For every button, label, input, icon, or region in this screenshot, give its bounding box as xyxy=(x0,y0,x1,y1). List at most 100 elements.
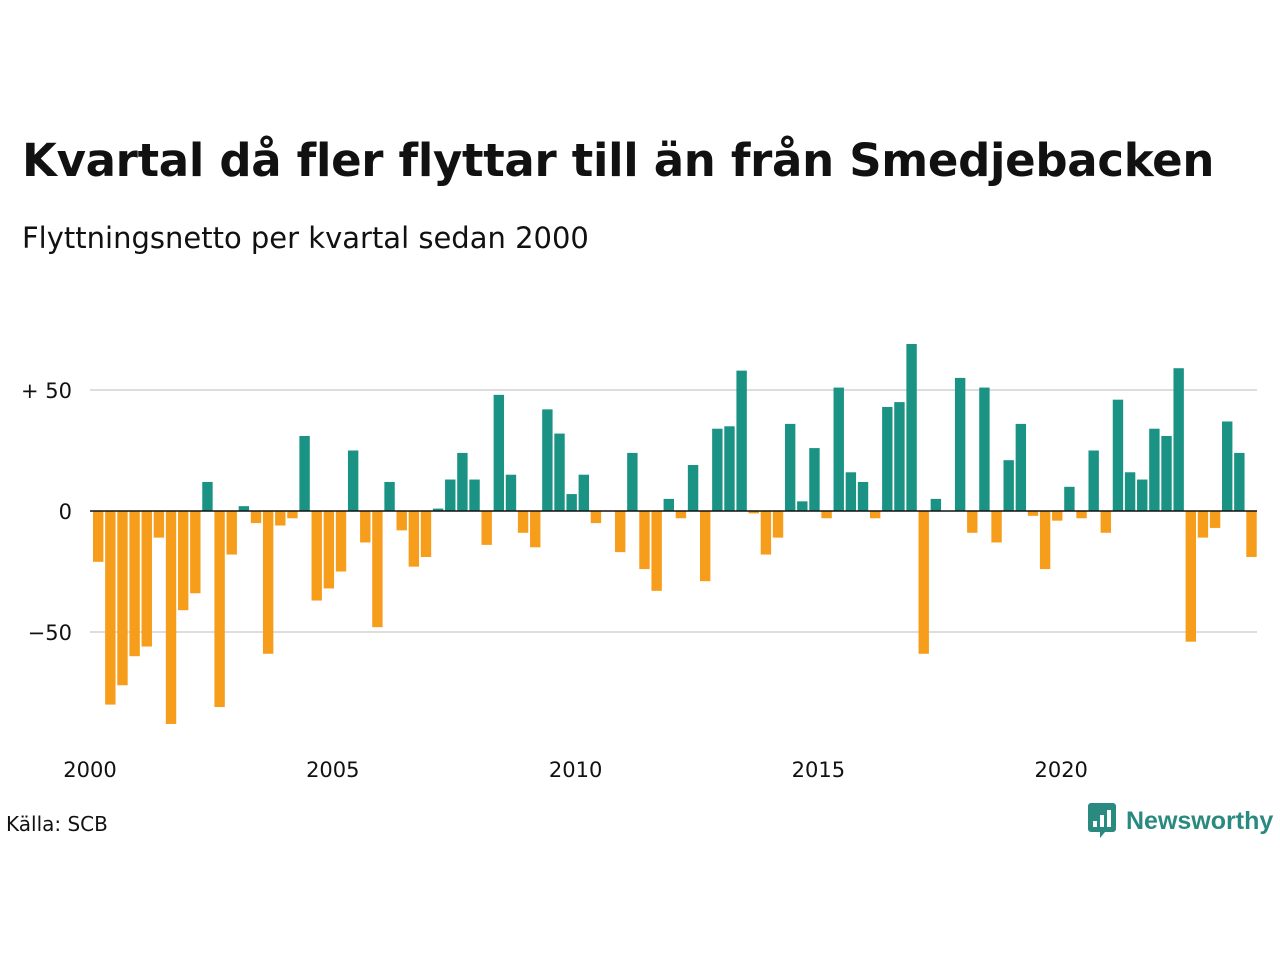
bar xyxy=(262,511,274,654)
bar xyxy=(797,501,808,511)
bar xyxy=(700,511,711,582)
x-axis-labels: 2000 2005 2010 2015 2020 xyxy=(63,758,1088,782)
bar xyxy=(505,474,517,511)
bar xyxy=(748,511,759,514)
bar xyxy=(323,511,335,589)
bar xyxy=(918,511,929,654)
bar xyxy=(772,511,784,538)
bar xyxy=(724,426,735,511)
bar xyxy=(457,452,468,511)
bar xyxy=(250,511,262,524)
bar xyxy=(590,511,602,524)
bar xyxy=(1027,511,1039,516)
bar xyxy=(238,506,250,511)
bar xyxy=(493,394,505,511)
bars xyxy=(93,344,1257,724)
bar xyxy=(578,474,589,511)
x-tick-label: 2005 xyxy=(306,758,359,782)
bar xyxy=(153,511,165,538)
bar xyxy=(736,370,747,511)
bar xyxy=(809,448,820,511)
bar xyxy=(760,511,772,555)
bar xyxy=(882,406,893,511)
bar xyxy=(165,511,177,724)
bar-chart: + 50 0 −50 2000 2005 2010 2015 2020 xyxy=(21,344,1257,782)
bar xyxy=(1124,472,1136,511)
bar xyxy=(1185,511,1196,642)
bar xyxy=(1088,450,1099,511)
bar xyxy=(445,479,456,511)
bar xyxy=(627,452,638,511)
bar xyxy=(845,472,857,511)
y-axis-labels: + 50 0 −50 xyxy=(21,379,72,645)
bar xyxy=(530,511,541,548)
x-tick-label: 2000 xyxy=(63,758,116,782)
bar xyxy=(226,511,237,555)
bar xyxy=(311,511,322,601)
y-tick-label: + 50 xyxy=(21,379,72,403)
grid-lines xyxy=(90,389,1257,633)
bar xyxy=(1222,421,1233,511)
bar xyxy=(420,511,432,557)
y-tick-label: 0 xyxy=(59,500,72,524)
bar xyxy=(408,511,420,567)
bar xyxy=(177,511,189,611)
bar xyxy=(1197,511,1209,538)
bar xyxy=(117,511,128,686)
bar xyxy=(1100,511,1112,533)
bar xyxy=(930,498,942,511)
bar xyxy=(1052,511,1063,521)
bar xyxy=(1112,399,1124,511)
bar xyxy=(372,511,383,628)
bar xyxy=(687,465,699,511)
bar xyxy=(93,511,104,562)
bar xyxy=(991,511,1002,543)
bar xyxy=(1234,452,1245,511)
bar xyxy=(857,481,869,511)
bar xyxy=(615,511,626,553)
bar xyxy=(1209,511,1221,528)
x-tick-label: 2010 xyxy=(549,758,602,782)
source-note: Källa: SCB xyxy=(6,812,108,836)
bar xyxy=(299,435,310,511)
bar xyxy=(651,511,662,591)
bar xyxy=(1161,435,1172,511)
bar xyxy=(347,450,359,511)
bar xyxy=(554,433,565,511)
bar xyxy=(712,428,723,511)
bar xyxy=(360,511,371,543)
x-tick-label: 2015 xyxy=(792,758,845,782)
bar xyxy=(1173,368,1184,511)
brand-name: Newsworthy xyxy=(1126,807,1274,835)
y-tick-label: −50 xyxy=(28,621,72,645)
bar xyxy=(1039,511,1051,570)
bar xyxy=(517,511,529,533)
bar xyxy=(954,377,966,511)
bar xyxy=(481,511,492,545)
bar xyxy=(202,481,213,511)
bar xyxy=(1015,423,1027,511)
bar xyxy=(1149,428,1160,511)
bar xyxy=(869,511,881,519)
bar xyxy=(335,511,347,572)
bar xyxy=(967,511,978,533)
bar xyxy=(1076,511,1087,519)
bar xyxy=(141,511,152,647)
bar xyxy=(1003,460,1014,511)
chart-subtitle: Flyttningsnetto per kvartal sedan 2000 xyxy=(22,221,589,255)
brand-logo: Newsworthy xyxy=(1088,803,1273,839)
bar xyxy=(384,481,395,511)
bar xyxy=(1064,486,1075,511)
bar xyxy=(214,511,225,708)
bar xyxy=(833,387,844,511)
bar xyxy=(639,511,650,570)
chart-title: Kvartal då fler flyttar till än från Sme… xyxy=(22,134,1215,187)
x-tick-label: 2020 xyxy=(1034,758,1087,782)
bar xyxy=(979,387,990,511)
bar xyxy=(1137,479,1148,511)
bar xyxy=(287,511,298,519)
bar xyxy=(1246,511,1257,557)
bar xyxy=(566,494,577,511)
bar xyxy=(275,511,286,526)
bar xyxy=(190,511,201,594)
